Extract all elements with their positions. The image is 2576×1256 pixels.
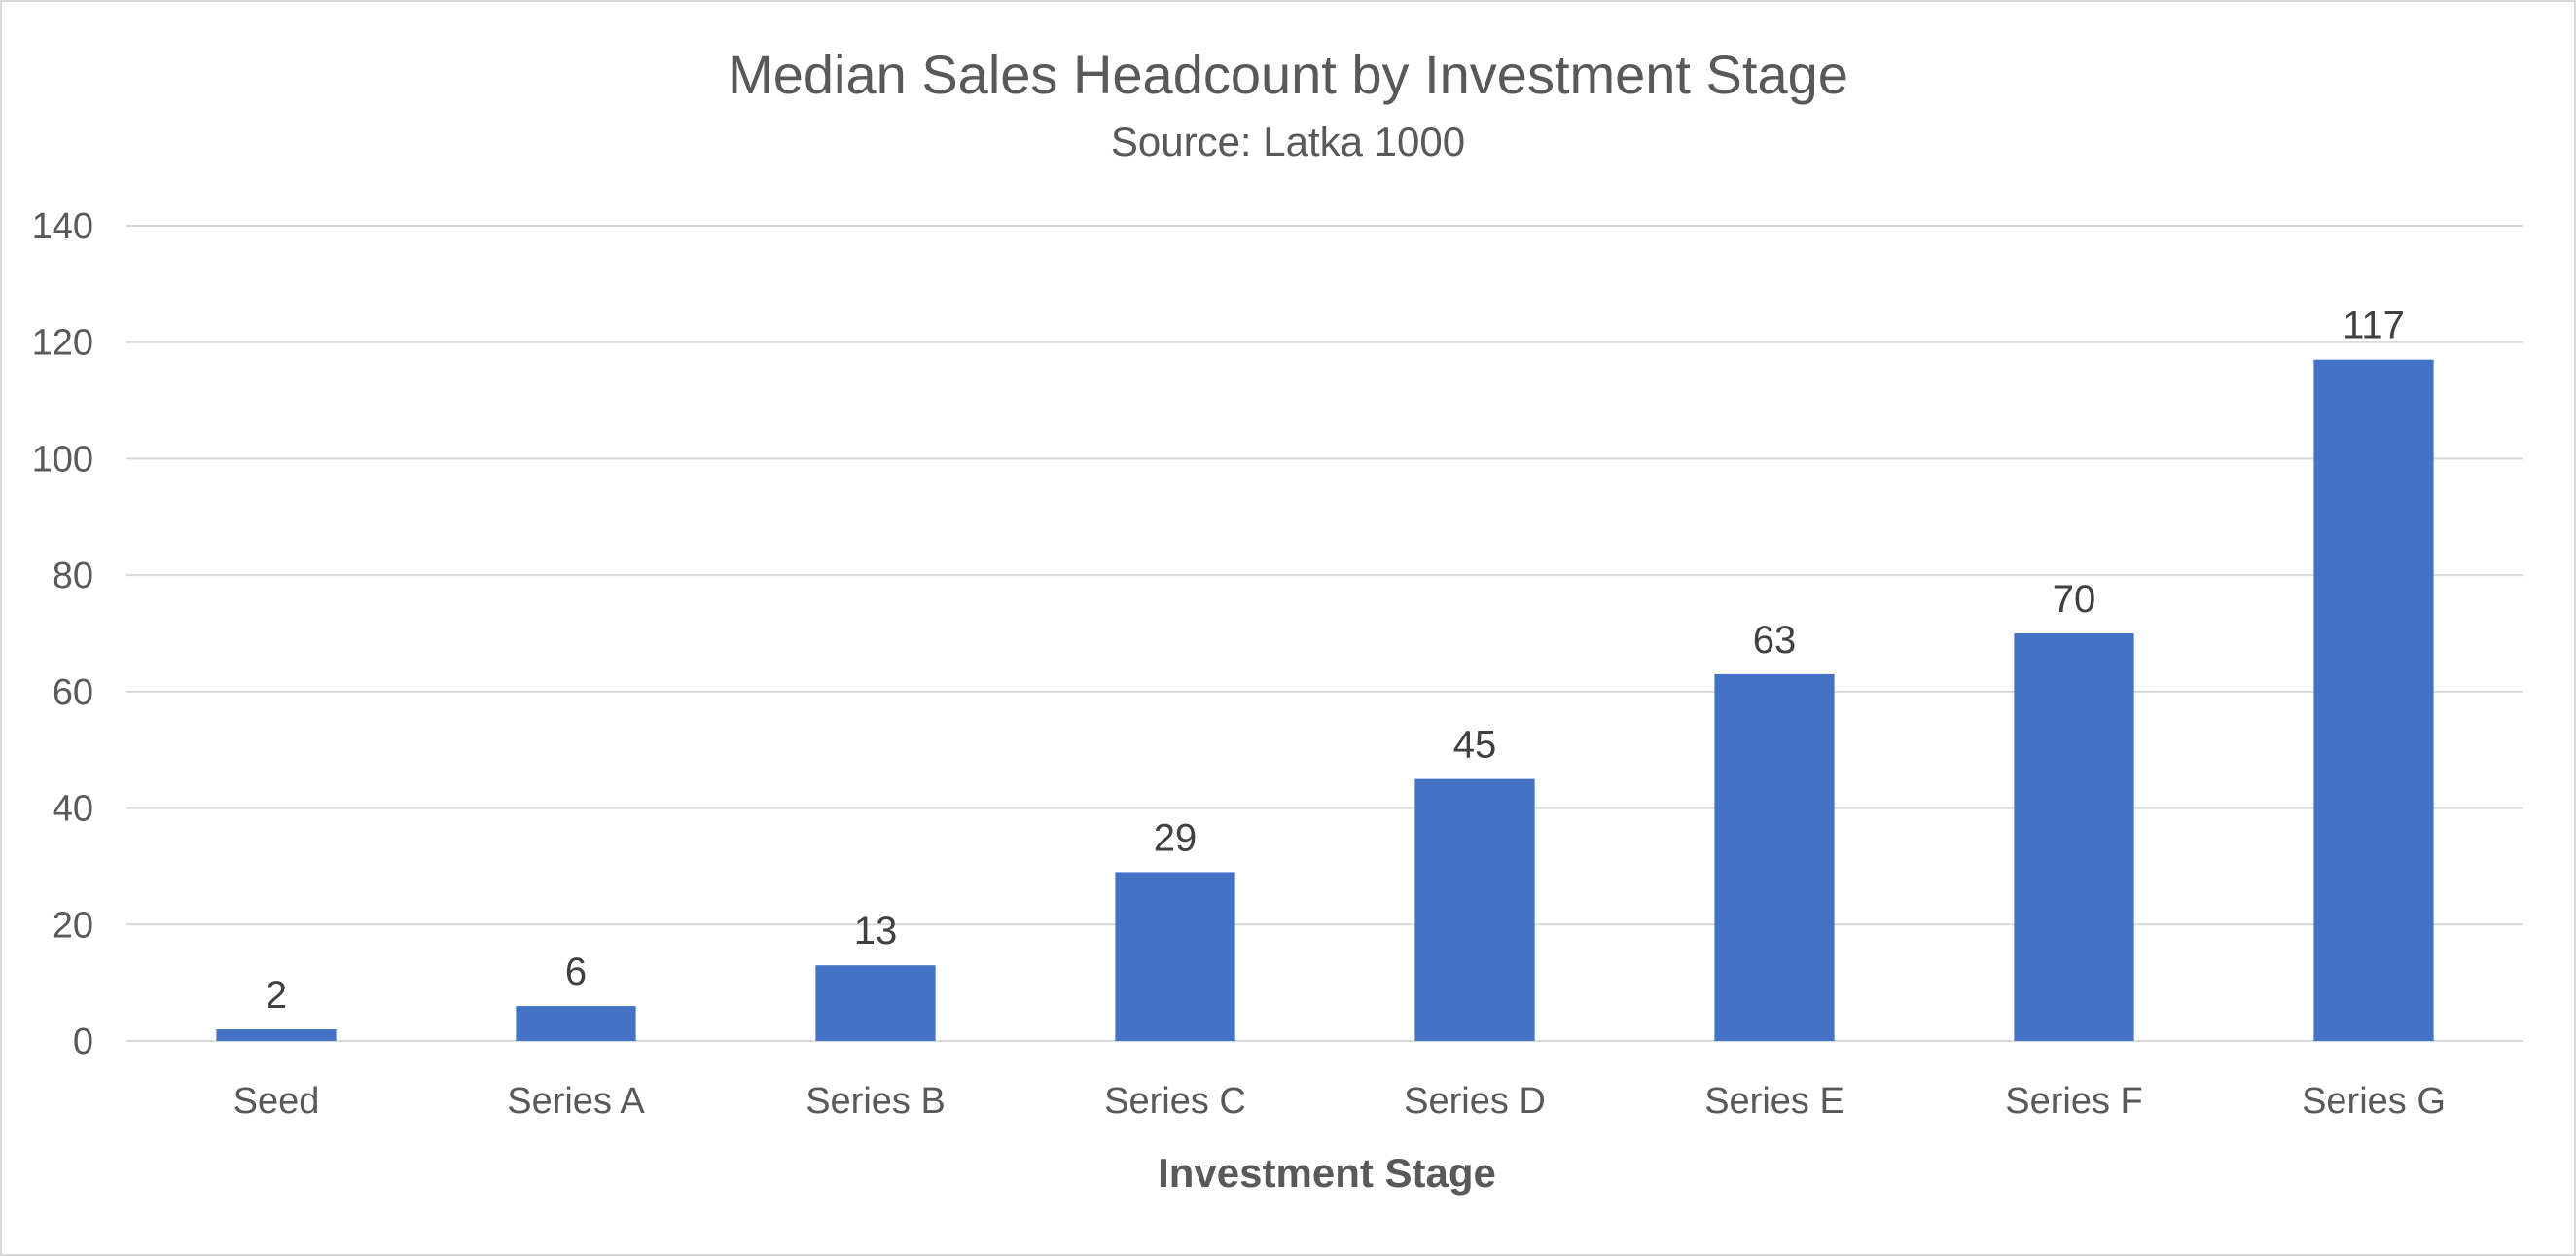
bar-series-d: [1414, 778, 1535, 1041]
data-label: 117: [2343, 305, 2405, 347]
y-tick-label: 20: [53, 905, 93, 946]
x-axis-ticks: Seed Series A Series B Series C Series D Seri…: [233, 1081, 2446, 1122]
bar-series-e: [1714, 673, 1835, 1041]
x-tick-label: Series G: [2302, 1081, 2446, 1122]
bar-series-b: [815, 965, 936, 1041]
data-label: 45: [1453, 724, 1497, 767]
y-tick-label: 100: [32, 439, 93, 480]
gridlines: [126, 225, 2523, 1042]
bar-series-g: [2313, 359, 2434, 1042]
data-labels: 2 6 13 29 45 63 70 117: [266, 305, 2405, 1017]
x-tick-label: Series F: [2005, 1081, 2142, 1122]
x-tick-label: Series B: [805, 1081, 946, 1122]
x-tick-label: Series C: [1104, 1081, 1246, 1122]
y-tick-label: 140: [32, 206, 93, 247]
x-tick-label: Seed: [233, 1081, 320, 1122]
y-tick-label: 80: [53, 556, 93, 596]
x-tick-label: Series A: [507, 1081, 645, 1122]
bar-series-f: [2014, 633, 2134, 1041]
bar-series-c: [1115, 872, 1235, 1041]
data-label: 29: [1154, 816, 1198, 859]
y-tick-label: 0: [73, 1022, 93, 1062]
bar-series-a: [516, 1006, 636, 1041]
bar-seed: [216, 1029, 337, 1041]
data-label: 13: [854, 910, 898, 952]
y-axis-ticks: 0 20 40 60 80 100 120 140: [32, 206, 93, 1062]
chart-subtitle: Source: Latka 1000: [1111, 119, 1465, 164]
data-label: 63: [1753, 619, 1797, 662]
chart-title: Median Sales Headcount by Investment Sta…: [728, 44, 1848, 105]
x-tick-label: Series E: [1704, 1081, 1844, 1122]
y-tick-label: 60: [53, 672, 93, 713]
bars: [216, 359, 2434, 1042]
y-tick-label: 40: [53, 789, 93, 830]
data-label: 2: [266, 974, 287, 1017]
x-axis-title: Investment Stage: [1158, 1150, 1496, 1196]
data-label: 6: [565, 951, 587, 993]
data-label: 70: [2053, 578, 2096, 621]
y-tick-label: 120: [32, 323, 93, 364]
x-tick-label: Series D: [1404, 1081, 1546, 1122]
